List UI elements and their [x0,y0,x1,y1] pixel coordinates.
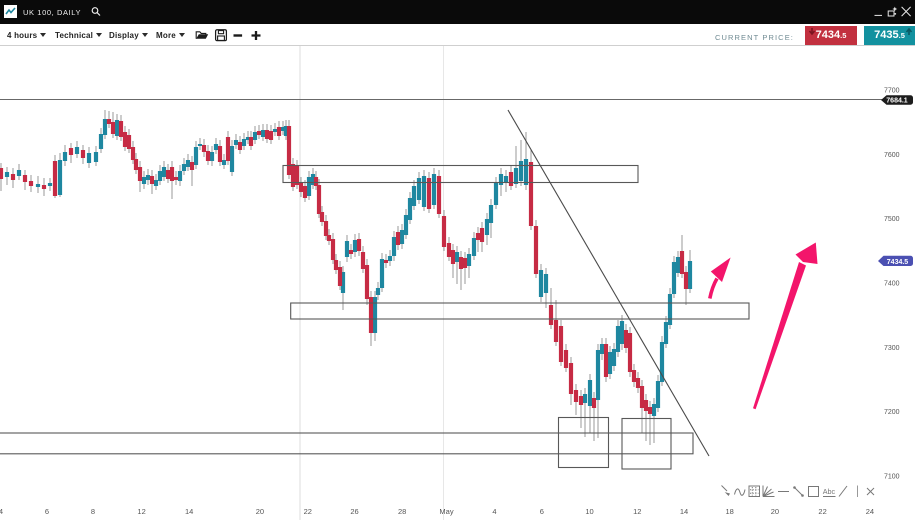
svg-text:28: 28 [398,507,406,516]
svg-text:24: 24 [866,507,874,516]
svg-text:8: 8 [91,507,95,516]
svg-text:18: 18 [726,507,734,516]
svg-text:7600: 7600 [884,152,900,159]
svg-text:Abc: Abc [823,487,836,496]
svg-text:22: 22 [818,507,826,516]
svg-text:7684.1: 7684.1 [886,98,908,105]
svg-text:6: 6 [540,507,544,516]
svg-text:7100: 7100 [884,473,900,480]
svg-text:7400: 7400 [884,281,900,288]
svg-text:10: 10 [585,507,593,516]
svg-text:20: 20 [771,507,779,516]
svg-text:May: May [439,507,453,516]
svg-text:7500: 7500 [884,216,900,223]
svg-text:4: 4 [492,507,496,516]
svg-text:7200: 7200 [884,409,900,416]
svg-text:12: 12 [137,507,145,516]
svg-text:14: 14 [185,507,193,516]
svg-text:4: 4 [0,507,3,516]
svg-text:12: 12 [633,507,641,516]
svg-text:22: 22 [304,507,312,516]
svg-text:26: 26 [350,507,358,516]
svg-text:7434.5: 7434.5 [887,259,909,266]
svg-text:7300: 7300 [884,345,900,352]
svg-text:7700: 7700 [884,88,900,95]
svg-text:14: 14 [680,507,688,516]
svg-text:20: 20 [256,507,264,516]
svg-text:6: 6 [45,507,49,516]
